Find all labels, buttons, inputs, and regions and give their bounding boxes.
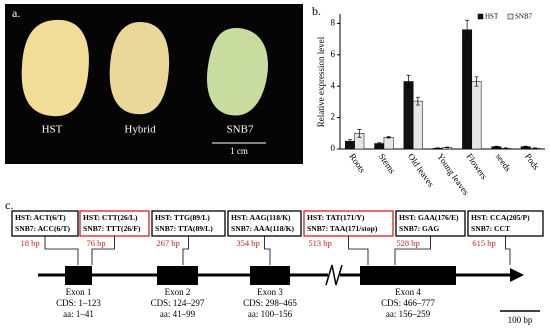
y-axis-label: Relative expression level <box>316 36 326 127</box>
y-tick-label: 6 <box>331 49 336 59</box>
error-bar <box>465 19 470 40</box>
exon-cds: CDS: 1–123 <box>56 298 101 308</box>
error-bar <box>503 147 508 149</box>
exon-cds: CDS: 124–297 <box>151 298 205 308</box>
snb7-codon: SNB7: TTA(89/L) <box>155 224 213 233</box>
panel-label: a. <box>12 6 20 20</box>
error-bar <box>377 142 382 145</box>
bar <box>412 100 423 150</box>
error-bar <box>415 96 420 106</box>
mutation-box <box>467 210 544 237</box>
connector <box>91 236 115 265</box>
error-bar <box>435 147 440 149</box>
x-tick-label: seeds <box>494 152 514 174</box>
exon <box>65 266 92 285</box>
scale-label: 100 bp <box>508 315 533 325</box>
exon-aa: aa: 156–259 <box>386 309 431 319</box>
exon <box>360 266 456 285</box>
error-bar <box>347 139 352 144</box>
position: 18 bp <box>20 238 39 248</box>
error-bar <box>523 145 528 148</box>
snb7-codon: SNB7: TAA(171/stop) <box>307 224 378 233</box>
sample-label: SNB7 <box>227 124 254 136</box>
exon <box>157 266 198 285</box>
position: 528 bp <box>396 238 419 248</box>
exon-cds: CDS: 466–777 <box>381 298 435 308</box>
connector <box>394 236 431 265</box>
position: 76 bp <box>86 238 105 248</box>
exon-name: Exon 4 <box>395 287 421 297</box>
hst-codon: HST: TTG(89/L) <box>155 213 210 222</box>
sample-label: Hybrid <box>124 124 156 136</box>
exon-name: Exon 2 <box>165 287 191 297</box>
bean-hybrid <box>109 22 170 115</box>
x-tick-label: Roots <box>347 152 368 175</box>
panel-label: c. <box>5 198 13 212</box>
snb7-codon: SNB7: CCT <box>471 224 510 233</box>
mutation-box <box>303 210 394 237</box>
error-bar <box>474 76 479 87</box>
connector <box>44 236 79 265</box>
mutation-box <box>227 210 302 237</box>
hst-codon: HST: AAG(118/K) <box>231 213 291 222</box>
connector <box>348 236 369 265</box>
snb7-codon: SNB7: AAA(118/K) <box>231 224 295 233</box>
legend-swatch <box>477 13 484 20</box>
error-bar <box>533 147 538 149</box>
y-tick-label: 8 <box>331 17 336 27</box>
error-bar <box>494 145 499 148</box>
exon-name: Exon 1 <box>66 287 92 297</box>
position: 615 bp <box>472 238 495 248</box>
hst-codon: HST: ACT(6/T) <box>15 213 66 222</box>
bean-snb7 <box>206 27 268 116</box>
y-tick-label: 0 <box>331 143 336 153</box>
mutation-box <box>11 210 79 237</box>
legend-label: SNB7 <box>515 13 533 21</box>
error-bar <box>406 74 411 89</box>
exon-aa: aa: 100–156 <box>248 309 293 319</box>
position: 267 bp <box>156 238 179 248</box>
x-tick-label: Old leaves <box>406 152 436 189</box>
legend-label: HST <box>485 13 499 21</box>
arrow-head <box>510 268 524 282</box>
bar <box>403 81 414 150</box>
legend-swatch <box>507 13 514 20</box>
mutation-box <box>79 210 150 237</box>
snb7-codon: SNB7: GAG <box>399 224 439 233</box>
exon-aa: aa: 41–99 <box>160 309 196 319</box>
panel-label: b. <box>312 4 321 18</box>
exon-name: Exon 3 <box>257 287 283 297</box>
error-bar <box>357 129 362 138</box>
hst-codon: HST: GAA(176/E) <box>399 213 459 222</box>
snb7-codon: SNB7: TTT(26/F) <box>83 224 141 233</box>
bean-hst <box>21 19 90 117</box>
position: 354 bp <box>236 238 259 248</box>
mutation-box <box>151 210 226 237</box>
error-bar <box>445 146 450 149</box>
exon-cds: CDS: 298–465 <box>243 298 297 308</box>
scale-label: 1 cm <box>230 146 248 156</box>
x-tick-label: Flowers <box>464 152 489 182</box>
hst-codon: HST: TAT(171/Y) <box>307 213 365 222</box>
bar <box>383 136 394 150</box>
position: 513 bp <box>308 238 331 248</box>
x-tick-label: Pods <box>523 152 542 172</box>
connector <box>264 236 271 265</box>
y-tick-label: 4 <box>331 80 336 90</box>
y-tick-label: 2 <box>331 112 336 122</box>
hst-codon: HST: CTT(26/L) <box>83 213 138 222</box>
exon-aa: aa: 1–41 <box>63 309 94 319</box>
break <box>325 264 343 286</box>
exon <box>250 266 290 285</box>
connector <box>182 236 189 265</box>
bar <box>471 81 482 150</box>
bar <box>462 29 473 150</box>
hst-codon: HST: CCA(205/P) <box>471 213 530 222</box>
error-bar <box>386 136 391 139</box>
snb7-codon: SNB7: ACC(6/T) <box>15 224 71 233</box>
x-tick-label: Stems <box>377 152 398 176</box>
sample-label: HST <box>42 124 63 136</box>
connector <box>505 236 511 265</box>
